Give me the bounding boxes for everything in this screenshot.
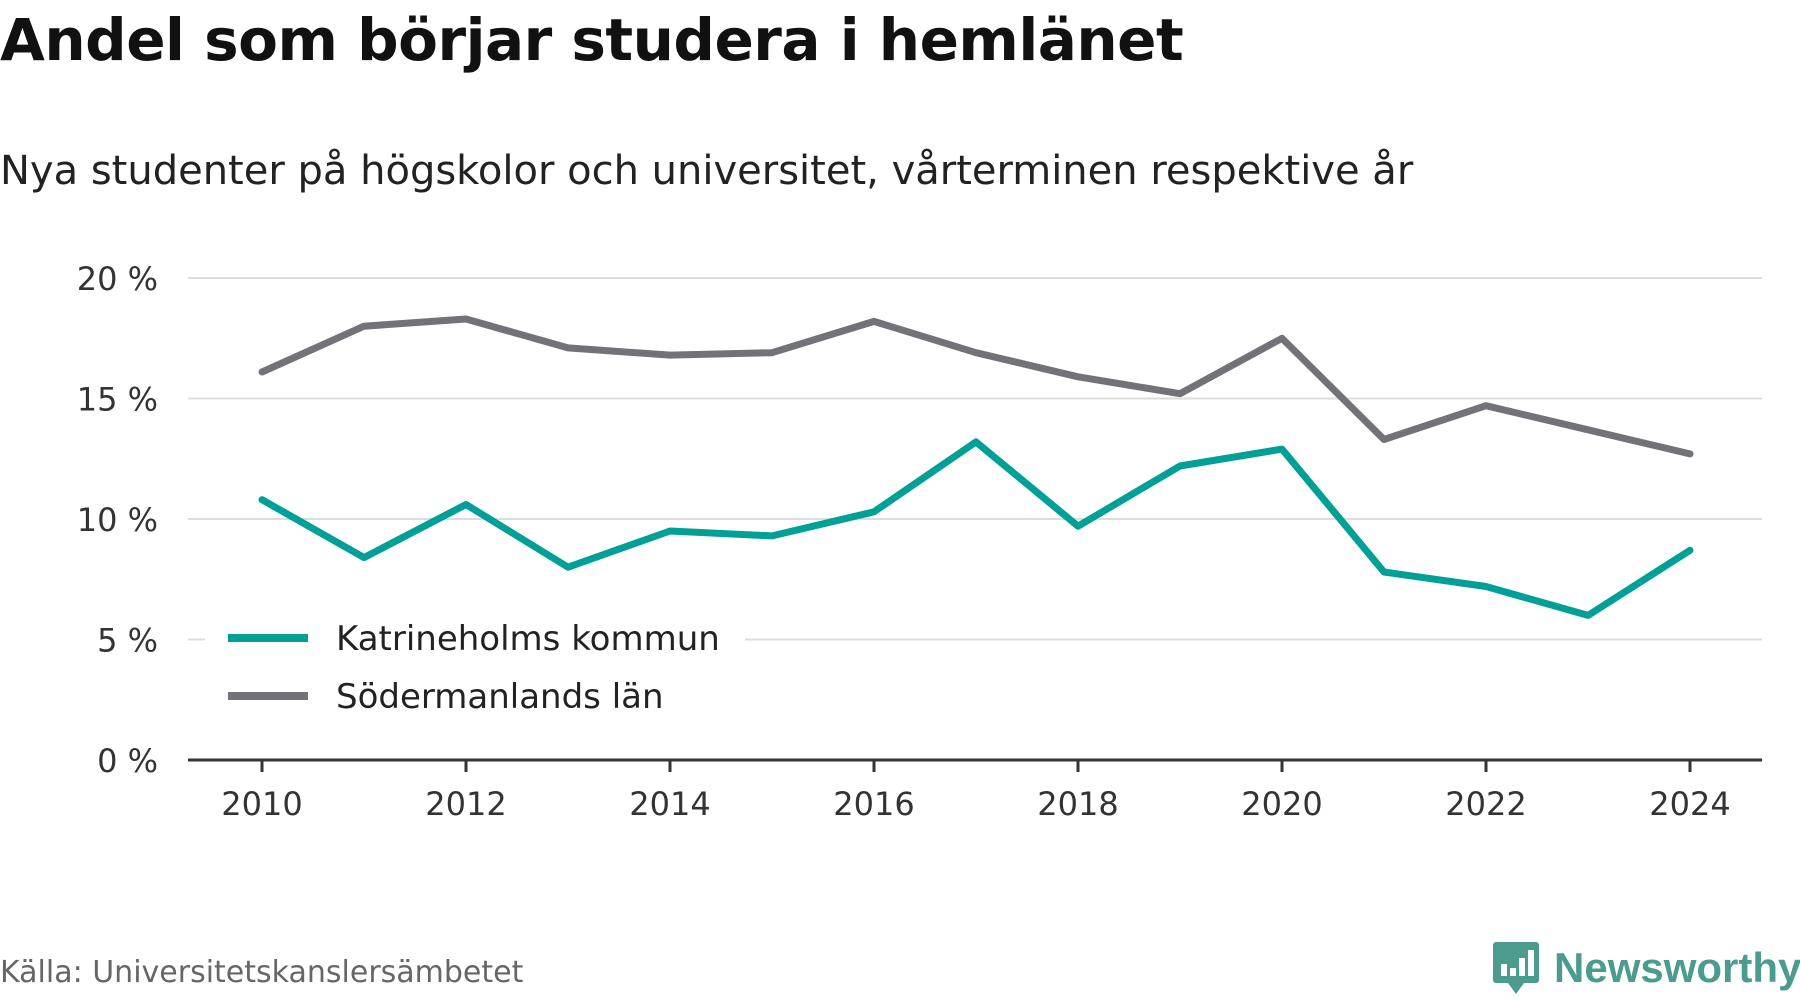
chart-title: Andel som börjar studera i hemlänet: [0, 6, 1184, 74]
y-tick-label: 15 %: [77, 381, 158, 419]
y-tick-label: 10 %: [77, 501, 158, 539]
series-line-sodermanland: [258, 315, 1694, 458]
x-tick-label: 2022: [1445, 785, 1526, 823]
series-line-katrineholm: [258, 438, 1694, 619]
source-note: Källa: Universitetskanslersämbetet: [0, 955, 524, 990]
x-tick-label: 2024: [1649, 785, 1730, 823]
legend-label-katrineholm: Katrineholms kommun: [336, 619, 720, 659]
x-tick-label: 2014: [629, 785, 710, 823]
brand-name: Newsworthy: [1554, 944, 1800, 991]
chart-subtitle: Nya studenter på högskolor och universit…: [0, 148, 1414, 194]
x-tick-label: 2012: [425, 785, 506, 823]
y-tick-label: 0 %: [97, 742, 158, 780]
series-lines: [258, 315, 1694, 619]
legend-background: [205, 608, 745, 738]
x-tick-label: 2020: [1241, 785, 1322, 823]
x-axis: 2010 2012 2014 2016 2018 2020 2022 2024: [188, 758, 1762, 823]
y-axis-tick-labels: 0 % 5 % 10 % 15 % 20 %: [77, 260, 158, 780]
x-tick-label: 2018: [1037, 785, 1118, 823]
line-chart: 0 %5 %10 %15 %20 % 2010 2012 2014 2016 2018 2…: [77, 260, 1762, 823]
y-tick-label: 5 %: [97, 622, 158, 660]
legend-label-sodermanland: Södermanlands län: [336, 677, 664, 717]
brand-logo: Newsworthy: [1492, 940, 1800, 996]
y-tick-label: 20 %: [77, 260, 158, 298]
bar-chart-icon: [1493, 942, 1539, 994]
x-tick-label: 2016: [833, 785, 914, 823]
legend: Katrineholms kommun Södermanlands län: [205, 608, 745, 738]
grid-lines: [188, 277, 1762, 641]
x-tick-label: 2010: [221, 785, 302, 823]
